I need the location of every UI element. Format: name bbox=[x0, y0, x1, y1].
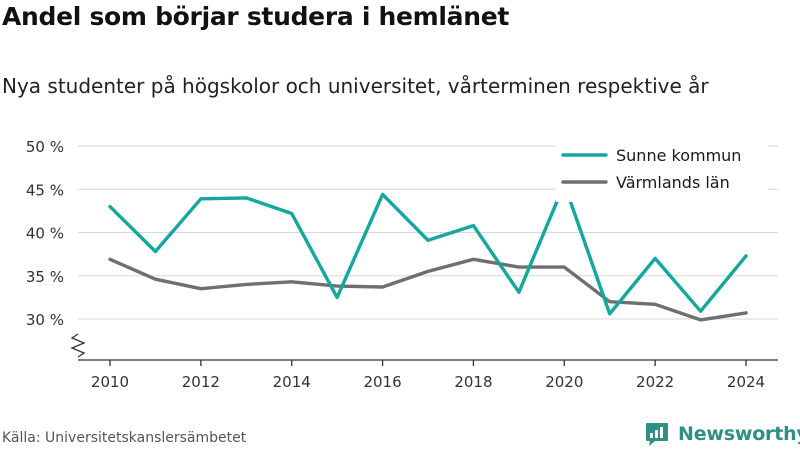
series-line-sunne bbox=[108, 182, 748, 316]
y-tick-label: 30 % bbox=[26, 311, 64, 329]
x-tick-label: 2024 bbox=[727, 373, 765, 391]
x-tick-label: 2010 bbox=[91, 373, 129, 391]
y-tick-label: 40 % bbox=[26, 225, 64, 243]
line-chart: 30 %35 %40 %45 %50 % 2010 2012 2014 2016 201… bbox=[26, 138, 778, 391]
x-tick-label: 2014 bbox=[273, 373, 311, 391]
series-lines bbox=[108, 182, 748, 322]
brand-name: Newsworthy bbox=[678, 423, 800, 445]
chart-title: Andel som börjar studera i hemlänet bbox=[2, 2, 510, 31]
y-axis-tick-labels: 30 % 35 % 40 % 45 % 50 % bbox=[26, 138, 64, 329]
x-tick-label: 2022 bbox=[636, 373, 674, 391]
legend-background bbox=[556, 138, 768, 202]
y-tick-label: 35 % bbox=[26, 268, 64, 286]
source-note: Källa: Universitetskanslersämbetet bbox=[2, 430, 247, 446]
legend-label: Sunne kommun bbox=[616, 146, 741, 165]
chart-subtitle: Nya studenter på högskolor och universit… bbox=[2, 74, 709, 98]
x-tick-label: 2018 bbox=[454, 373, 492, 391]
x-tick-label: 2012 bbox=[182, 373, 220, 391]
legend: Sunne kommun Värmlands län bbox=[556, 138, 768, 202]
x-tick-label: 2016 bbox=[363, 373, 401, 391]
newsworthy-logo-icon bbox=[646, 423, 668, 446]
axis-break-icon bbox=[70, 333, 86, 358]
series-line-varmland bbox=[108, 257, 748, 322]
x-axis-tick-labels: 2010 2012 2014 2016 2018 2020 2022 2024 bbox=[91, 373, 765, 391]
brand: Newsworthy bbox=[644, 421, 800, 447]
y-tick-label: 50 % bbox=[26, 138, 64, 156]
x-axis bbox=[70, 333, 778, 366]
y-tick-label: 45 % bbox=[26, 181, 64, 199]
x-tick-label: 2020 bbox=[545, 373, 583, 391]
legend-label: Värmlands län bbox=[616, 173, 730, 192]
